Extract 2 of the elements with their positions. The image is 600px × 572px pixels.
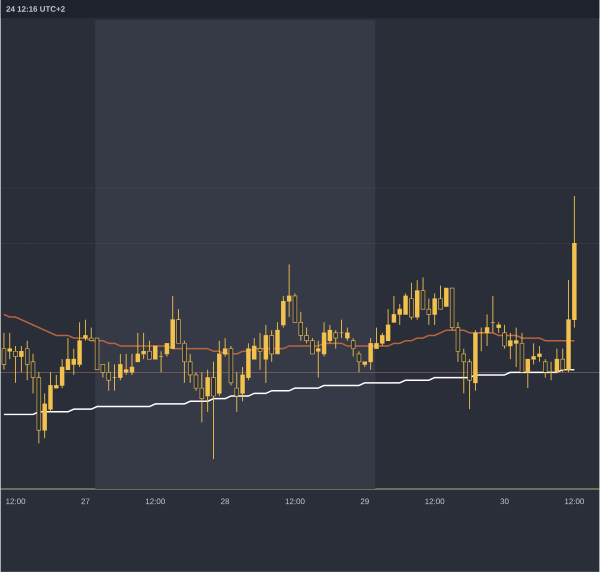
- candlestick: [350, 338, 356, 358]
- candlestick: [484, 314, 490, 347]
